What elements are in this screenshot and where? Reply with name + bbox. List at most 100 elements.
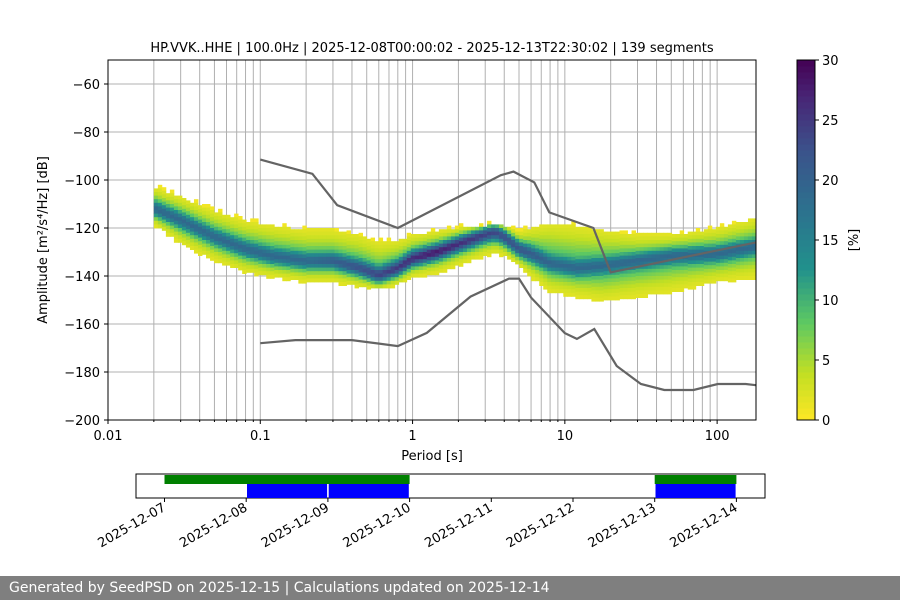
heatmap-cell: [214, 259, 219, 264]
heatmap-cell: [197, 226, 203, 231]
heatmap-cell: [318, 278, 323, 283]
heatmap-cell: [495, 238, 500, 243]
heatmap-cell: [655, 247, 661, 252]
heatmap-cell: [214, 241, 219, 246]
heatmap-cell: [294, 272, 299, 277]
heatmap-cell: [266, 271, 271, 276]
heatmap-cell: [246, 258, 251, 262]
heatmap-cell: [539, 256, 544, 261]
heatmap-cell: [599, 279, 604, 284]
heatmap-cell: [595, 272, 600, 277]
heatmap-cell: [607, 282, 612, 286]
heatmap-cell: [374, 244, 380, 249]
heatmap-cell: [703, 247, 709, 252]
heatmap-cell: [615, 282, 620, 286]
heatmap-cell: [563, 264, 568, 268]
heatmap-cell: [414, 252, 420, 256]
heatmap-cell: [735, 236, 741, 241]
heatmap-cell: [270, 238, 275, 243]
heatmap-cell: [354, 248, 359, 253]
heatmap-cell: [747, 222, 753, 226]
heatmap-cell: [286, 241, 291, 246]
heatmap-cell: [607, 274, 612, 279]
heatmap-cell: [185, 211, 191, 216]
heatmap-cell: [743, 268, 749, 273]
heatmap-cell: [547, 278, 552, 283]
heatmap-cell: [226, 240, 231, 244]
heatmap-cell: [715, 241, 721, 246]
heatmap-cell: [659, 283, 665, 288]
heatmap-cell: [374, 252, 380, 256]
heatmap-cell: [719, 244, 725, 249]
heatmap-cell: [487, 231, 492, 236]
heatmap-cell: [551, 231, 556, 236]
heatmap-cell: [230, 231, 235, 236]
colorbar-segment: [797, 264, 815, 271]
heatmap-cell: [298, 261, 303, 266]
heatmap-cell: [531, 237, 536, 242]
heatmap-cell: [206, 229, 211, 234]
heatmap-cell: [350, 277, 355, 282]
colorbar-segment: [797, 90, 815, 97]
heatmap-cell: [687, 285, 693, 290]
heatmap-cell: [242, 244, 247, 249]
heatmap-cell: [699, 282, 705, 286]
heatmap-cell: [274, 237, 279, 242]
heatmap-cell: [703, 268, 709, 273]
timeline-date-label: 2025-12-09: [259, 500, 332, 551]
heatmap-cell: [523, 243, 528, 248]
heatmap-cell: [226, 236, 231, 241]
heatmap-cell: [547, 228, 552, 232]
heatmap-cell: [603, 278, 608, 283]
heatmap-cell: [230, 246, 235, 250]
heatmap-cell: [314, 246, 319, 250]
heatmap-cell: [651, 247, 657, 252]
heatmap-cell: [382, 262, 388, 267]
heatmap-cell: [571, 278, 576, 283]
heatmap-cell: [322, 267, 327, 272]
heatmap-cell: [346, 270, 351, 274]
heatmap-cell: [318, 246, 323, 250]
heatmap-cell: [699, 249, 705, 254]
heatmap-cell: [378, 284, 384, 289]
heatmap-cell: [499, 246, 504, 250]
heatmap-cell: [230, 235, 235, 240]
heatmap-cell: [651, 268, 657, 273]
heatmap-cell: [671, 284, 677, 289]
heatmap-cell: [695, 274, 701, 279]
heatmap-cell: [278, 244, 283, 249]
heatmap-cell: [615, 296, 620, 301]
heatmap-cell: [587, 266, 592, 271]
heatmap-cell: [563, 285, 568, 290]
heatmap-cell: [266, 264, 271, 268]
heatmap-cell: [386, 266, 392, 271]
heatmap-cell: [675, 252, 681, 256]
heatmap-cell: [278, 248, 283, 253]
heatmap-cell: [715, 234, 721, 238]
heatmap-cell: [458, 248, 464, 253]
heatmap-cell: [322, 278, 327, 283]
heatmap-cell: [378, 280, 384, 285]
heatmap-cell: [575, 280, 580, 285]
heatmap-cell: [547, 285, 552, 290]
heatmap-cell: [683, 244, 689, 249]
heatmap-cell: [675, 244, 681, 249]
heatmap-cell: [739, 265, 745, 270]
heatmap-cell: [238, 266, 243, 271]
y-tick-label: −60: [73, 78, 100, 93]
colorbar-segment: [797, 414, 815, 421]
heatmap-cell: [627, 262, 632, 267]
heatmap-cell: [539, 242, 544, 247]
heatmap-cell: [402, 278, 408, 283]
heatmap-cell: [683, 234, 689, 238]
heatmap-cell: [751, 276, 756, 280]
heatmap-cell: [479, 244, 484, 249]
heatmap-cell: [587, 237, 592, 242]
heatmap-cell: [246, 222, 251, 226]
heatmap-cell: [727, 274, 733, 279]
heatmap-cell: [571, 256, 576, 261]
heatmap-cell: [378, 248, 384, 253]
heatmap-cell: [731, 260, 737, 265]
heatmap-cell: [627, 288, 632, 292]
